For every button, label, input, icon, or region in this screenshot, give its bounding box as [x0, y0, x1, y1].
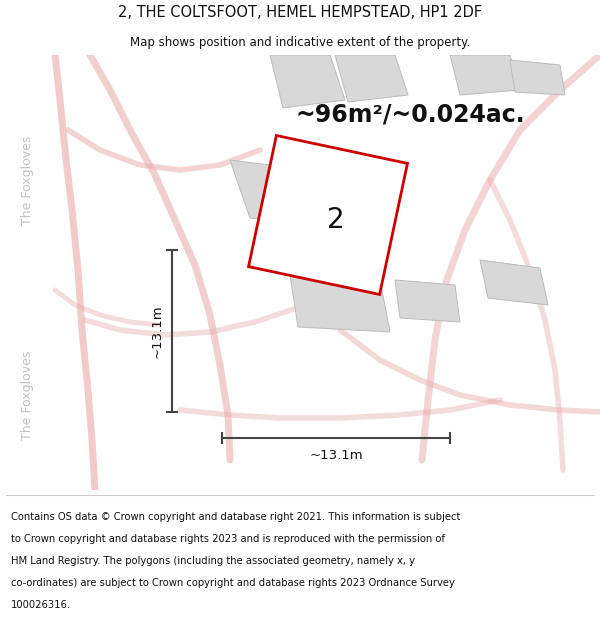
Text: ~13.1m: ~13.1m	[309, 449, 363, 462]
Polygon shape	[270, 55, 345, 108]
Polygon shape	[335, 55, 408, 102]
Polygon shape	[290, 275, 390, 332]
Text: The Foxgloves: The Foxgloves	[22, 135, 35, 224]
Text: 2, THE COLTSFOOT, HEMEL HEMPSTEAD, HP1 2DF: 2, THE COLTSFOOT, HEMEL HEMPSTEAD, HP1 2…	[118, 4, 482, 19]
Polygon shape	[510, 60, 565, 95]
Text: ~13.1m: ~13.1m	[151, 304, 163, 358]
Text: to Crown copyright and database rights 2023 and is reproduced with the permissio: to Crown copyright and database rights 2…	[11, 534, 445, 544]
Text: 100026316.: 100026316.	[11, 599, 71, 609]
Polygon shape	[450, 55, 520, 95]
Text: The Foxgloves: The Foxgloves	[22, 350, 35, 439]
Text: ~96m²/~0.024ac.: ~96m²/~0.024ac.	[295, 103, 524, 127]
Polygon shape	[480, 260, 548, 305]
Text: Contains OS data © Crown copyright and database right 2021. This information is : Contains OS data © Crown copyright and d…	[11, 512, 460, 522]
Text: 2: 2	[327, 206, 345, 234]
Polygon shape	[395, 280, 460, 322]
Polygon shape	[248, 136, 407, 294]
Polygon shape	[230, 160, 330, 225]
Text: Map shows position and indicative extent of the property.: Map shows position and indicative extent…	[130, 36, 470, 49]
Text: co-ordinates) are subject to Crown copyright and database rights 2023 Ordnance S: co-ordinates) are subject to Crown copyr…	[11, 578, 455, 587]
Text: HM Land Registry. The polygons (including the associated geometry, namely x, y: HM Land Registry. The polygons (includin…	[11, 556, 415, 566]
